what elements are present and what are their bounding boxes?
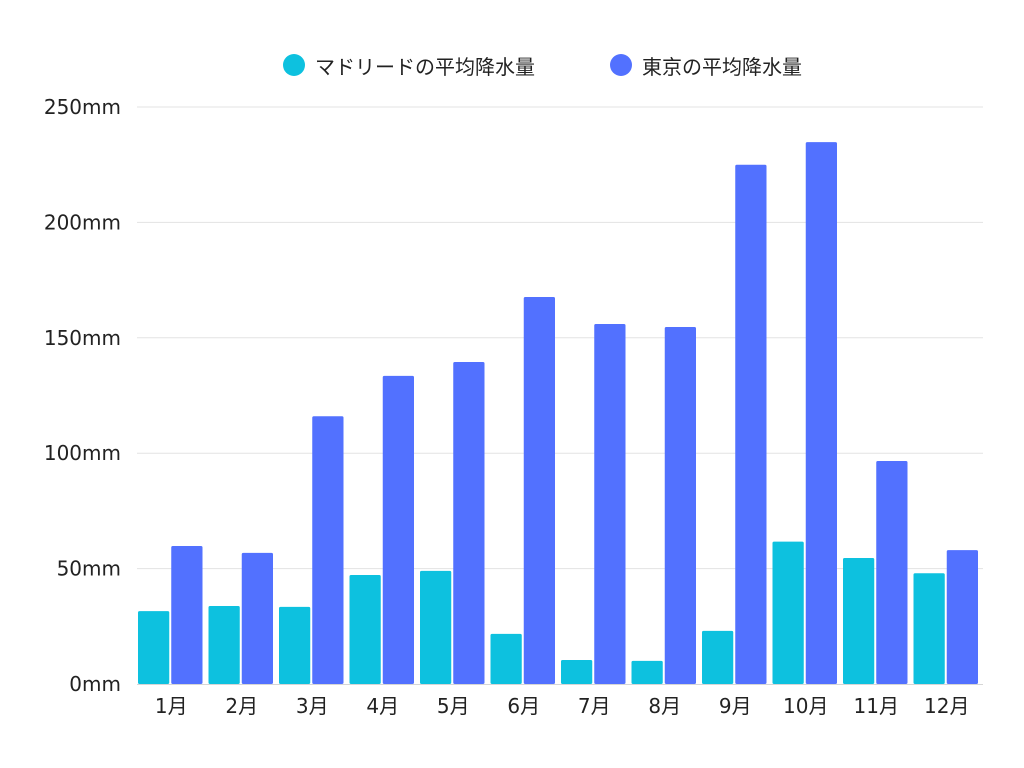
y-tick-label: 250mm (44, 95, 121, 119)
x-tick-label: 9月 (719, 694, 752, 718)
bar-madrid-3[interactable] (279, 606, 311, 684)
legend-swatch-madrid (283, 54, 305, 76)
x-tick-label: 5月 (437, 694, 470, 718)
bar-tokyo-12[interactable] (946, 550, 978, 684)
x-tick-label: 12月 (924, 694, 969, 718)
y-tick-label: 200mm (44, 210, 121, 234)
legend-item-madrid[interactable]: マドリードの平均降水量 (283, 50, 535, 80)
bar-madrid-8[interactable] (631, 660, 663, 684)
bar-tokyo-11[interactable] (876, 461, 908, 684)
x-tick-label: 11月 (854, 694, 899, 718)
bar-madrid-11[interactable] (843, 557, 875, 684)
legend: マドリードの平均降水量 東京の平均降水量 (0, 50, 1024, 80)
bar-tokyo-1[interactable] (171, 545, 203, 684)
x-tick-label: 10月 (783, 694, 828, 718)
legend-label-tokyo: 東京の平均降水量 (642, 54, 802, 79)
bar-madrid-6[interactable] (490, 633, 522, 684)
legend-swatch-tokyo (610, 54, 632, 76)
x-axis: 1月 2月 3月 4月 5月 6月 7月 8月 9月 10月 11月 12月 (137, 684, 983, 718)
x-tick-label: 3月 (296, 694, 329, 718)
x-tick-label: 4月 (366, 694, 399, 718)
legend-label-madrid: マドリードの平均降水量 (315, 54, 535, 79)
bar-madrid-5[interactable] (420, 570, 452, 684)
bar-tokyo-2[interactable] (241, 552, 273, 684)
bar-tokyo-4[interactable] (382, 375, 414, 684)
bar-madrid-2[interactable] (208, 605, 240, 684)
x-tick-label: 8月 (648, 694, 681, 718)
x-tick-label: 7月 (578, 694, 611, 718)
bar-tokyo-7[interactable] (594, 323, 626, 684)
bar-madrid-7[interactable] (561, 659, 593, 684)
gridlines (137, 106, 983, 570)
bar-madrid-12[interactable] (913, 573, 945, 684)
y-tick-label: 50mm (57, 557, 121, 581)
bar-tokyo-6[interactable] (523, 296, 555, 684)
x-tick-label: 1月 (155, 694, 188, 718)
y-axis: 0mm 50mm 100mm 150mm 200mm 250mm (44, 95, 121, 696)
legend-item-tokyo[interactable]: 東京の平均降水量 (610, 50, 802, 80)
y-tick-label: 150mm (44, 326, 121, 350)
x-tick-label: 6月 (507, 694, 540, 718)
bars (138, 142, 978, 684)
bar-madrid-1[interactable] (138, 611, 170, 684)
bar-tokyo-3[interactable] (312, 416, 344, 684)
bar-madrid-4[interactable] (349, 575, 381, 684)
x-tick-label: 2月 (225, 694, 258, 718)
bar-tokyo-10[interactable] (805, 142, 837, 684)
y-tick-label: 0mm (69, 672, 121, 696)
y-tick-label: 100mm (44, 441, 121, 465)
bar-tokyo-5[interactable] (453, 362, 485, 684)
bar-madrid-10[interactable] (772, 541, 804, 684)
bar-tokyo-8[interactable] (664, 326, 696, 684)
bar-madrid-9[interactable] (702, 630, 734, 684)
bar-tokyo-9[interactable] (735, 164, 767, 684)
